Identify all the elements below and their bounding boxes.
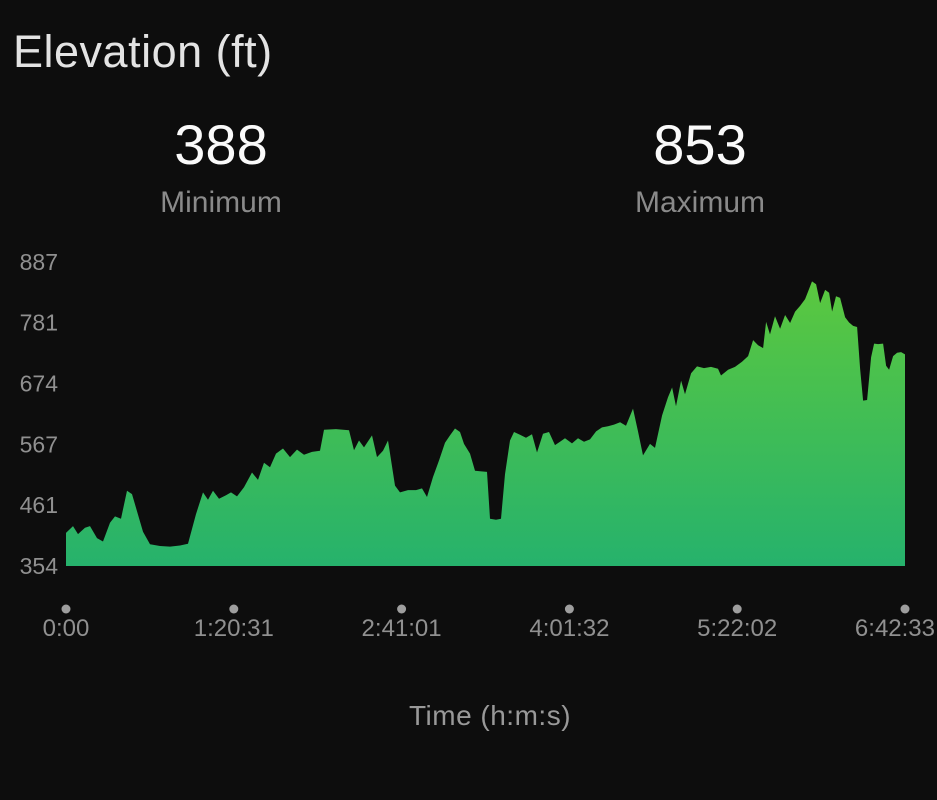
x-tick-label: 0:00 [43, 615, 90, 642]
stat-maximum: 853 Maximum [463, 116, 937, 220]
x-tick-dot [229, 604, 239, 614]
page-title: Elevation (ft) [13, 26, 273, 77]
x-tick-dot [61, 604, 71, 614]
x-axis-labels: 0:00 1:20:31 2:41:01 4:01:32 5:22:02 6:42:33 [43, 604, 935, 642]
x-tick-dot [900, 604, 910, 614]
x-tick-dot [564, 604, 574, 614]
stat-minimum: 388 Minimum [0, 116, 442, 220]
y-axis-labels: 354 461 567 674 781 887 [20, 249, 59, 579]
x-tick-dot [397, 604, 407, 614]
x-tick-label: 4:01:32 [529, 615, 609, 642]
stat-maximum-label: Maximum [634, 186, 765, 219]
y-tick-label: 461 [20, 492, 58, 518]
x-tick-label: 2:41:01 [362, 615, 442, 642]
y-tick-label: 674 [20, 371, 59, 397]
x-axis-title: Time (h:m:s) [408, 700, 572, 731]
stats-row: 388 Minimum 853 Maximum [0, 116, 937, 226]
y-tick-label: 567 [20, 432, 58, 458]
y-tick-label: 781 [20, 310, 58, 336]
y-tick-label: 887 [20, 249, 58, 275]
y-tick-label: 354 [20, 553, 59, 579]
x-tick-label: 1:20:31 [194, 615, 274, 642]
x-tick-label: 5:22:02 [697, 615, 777, 642]
x-tick-dot [732, 604, 742, 614]
x-tick-label: 6:42:33 [855, 615, 935, 642]
stat-minimum-label: Minimum [160, 186, 282, 219]
elevation-area-series[interactable] [66, 281, 905, 566]
stat-maximum-value: 853 [653, 113, 747, 176]
stat-minimum-value: 388 [174, 113, 268, 176]
